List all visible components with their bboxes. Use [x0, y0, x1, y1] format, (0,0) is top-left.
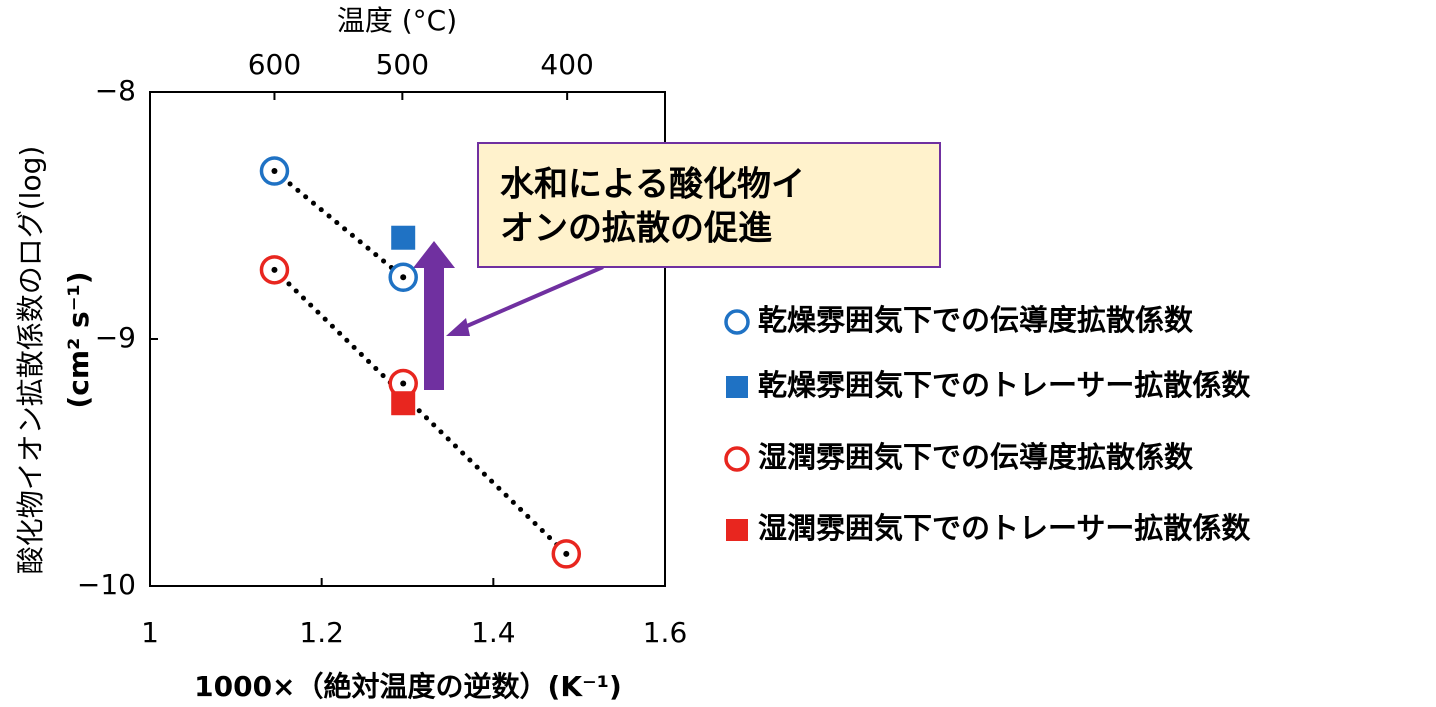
- point-center: [563, 550, 570, 557]
- annotation-box: [477, 142, 941, 268]
- y-tick-label: −10: [77, 568, 136, 601]
- data-point: [391, 225, 416, 250]
- legend-label: 湿潤雰囲気下での伝導度拡散係数: [758, 440, 1194, 474]
- legend-marker: [724, 309, 750, 335]
- point-center: [400, 274, 407, 281]
- x-axis-label: 1000×（絶対温度の逆数）(K⁻¹): [194, 670, 622, 703]
- point-center: [271, 168, 278, 175]
- y-axis-unit: (cm² s⁻¹): [62, 271, 95, 408]
- top-tick-label: 600: [248, 48, 301, 81]
- y-axis-label: 酸化物イオン拡散係数のログ(log): [14, 146, 47, 575]
- annotation-text: 水和による酸化物イ: [500, 165, 805, 205]
- x-tick-label: 1: [141, 616, 159, 649]
- legend-marker: [726, 376, 748, 398]
- x-tick-label: 1.4: [471, 616, 516, 649]
- top-tick-label: 500: [376, 48, 429, 81]
- legend-marker: [726, 519, 748, 541]
- top-axis-label: 温度 (°C): [337, 4, 457, 37]
- legend-label: 乾燥雰囲気下でのトレーサー拡散係数: [758, 368, 1251, 402]
- legend-label: 乾燥雰囲気下での伝導度拡散係数: [758, 303, 1194, 337]
- arrows: [413, 241, 604, 390]
- legend-marker: [724, 446, 750, 472]
- trend-line: [271, 267, 569, 557]
- top-tick-label: 400: [540, 48, 593, 81]
- x-tick-label: 1.2: [299, 616, 344, 649]
- point-center: [271, 266, 278, 273]
- legend-label: 湿潤雰囲気下でのトレーサー拡散係数: [758, 511, 1251, 545]
- x-tick-label: 1.6: [643, 616, 688, 649]
- point-center: [400, 380, 407, 387]
- trend-line: [271, 168, 406, 280]
- data-point: [391, 391, 416, 416]
- y-tick-label: −8: [95, 74, 136, 107]
- y-tick-label: −9: [95, 321, 136, 354]
- annotation-text: オンの拡散の促進: [500, 209, 772, 249]
